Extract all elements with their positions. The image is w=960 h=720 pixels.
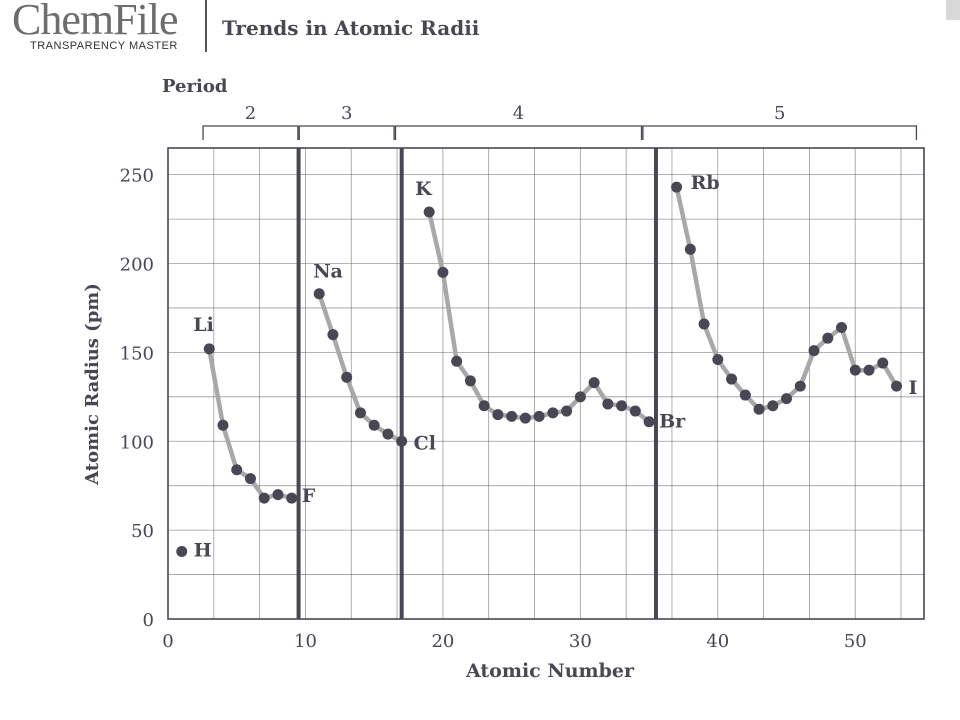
y-tick-label: 200 [120,255,154,276]
data-point [492,409,504,421]
data-point [382,428,394,440]
data-point [822,332,834,344]
data-point [272,489,284,501]
period-bracket [394,125,643,140]
series-line-period-4 [426,209,652,424]
data-point [231,464,243,476]
data-point [712,354,724,366]
data-point [519,412,531,424]
y-tick-label: 50 [131,521,154,542]
data-point [767,400,779,412]
data-point [561,405,573,417]
element-label-k: K [415,178,433,200]
data-point [286,492,298,504]
data-point [602,398,614,410]
period-number: 3 [341,103,352,124]
data-point [781,393,793,405]
page-title: Trends in Atomic Radii [222,16,480,40]
y-tick-label: 250 [120,166,154,187]
data-point [327,329,339,341]
data-point [203,343,215,355]
data-point [574,391,586,403]
data-point [753,403,765,415]
data-point [863,364,875,376]
data-point [739,389,751,401]
data-point [464,375,476,387]
x-tick-label: 50 [844,631,867,652]
data-point [217,419,229,431]
y-axis-title: Atomic Radius (pm) [82,283,103,486]
element-label-na: Na [313,261,343,283]
data-point [684,243,696,255]
period-bracket [202,125,299,140]
element-label-br: Br [659,411,686,433]
y-tick-label: 0 [143,610,154,631]
data-point [616,400,628,412]
data-point [849,364,861,376]
plot-frame [167,147,925,620]
header: ChemFile TRANSPARENCY MASTER Trends in A… [0,0,960,62]
data-point [506,410,518,422]
data-point [794,380,806,392]
data-point [368,419,380,431]
element-label-h: H [194,539,212,561]
series-layer [176,181,903,557]
data-point [341,371,353,383]
data-point [533,410,545,422]
element-label-li: Li [193,314,214,336]
element-label-cl: Cl [414,432,436,454]
y-tick-label: 100 [120,432,154,453]
header-divider [205,0,207,52]
element-label-rb: Rb [691,172,720,194]
data-point [629,405,641,417]
data-point [354,407,366,419]
data-point [176,545,188,557]
corner-mark [946,0,960,20]
x-tick-label: 20 [431,631,454,652]
x-tick-label: 30 [569,631,592,652]
series-line-period-3 [316,291,404,444]
data-point [836,322,848,334]
data-point [313,288,325,300]
data-point [643,416,655,428]
y-tick-label: 150 [120,343,154,364]
data-point [891,380,903,392]
data-point [478,400,490,412]
data-point [671,181,683,193]
x-axis-title: Atomic Number [465,660,635,682]
data-point [258,492,270,504]
data-point [437,266,449,278]
chemfile-logo: ChemFile [12,0,179,44]
period-bracket [298,125,395,140]
period-number: 5 [774,103,785,124]
period-bracket [642,125,918,140]
period-number: 2 [245,103,256,124]
logo-subtitle: TRANSPARENCY MASTER [30,40,178,52]
data-point [877,357,889,369]
period-label: Period [162,76,228,97]
element-label-i: I [909,377,918,399]
data-point [726,373,738,385]
data-point [244,473,256,485]
period-number: 4 [513,103,524,124]
label-layer: 0 50 100 150 200 250 0 10 20 30 40 50 2 3 4 5 H Li F Na Cl K B… [120,103,918,652]
data-point [698,318,710,330]
data-point [588,377,600,389]
data-point [547,407,559,419]
x-tick-label: 10 [294,631,317,652]
element-label-f: F [302,485,316,507]
x-tick-label: 40 [706,631,729,652]
data-point [396,435,408,447]
series-line-period-5 [674,184,899,412]
data-point [423,206,435,218]
grid [167,147,925,620]
data-point [808,345,820,357]
data-point [451,355,463,367]
x-tick-label: 0 [162,631,173,652]
